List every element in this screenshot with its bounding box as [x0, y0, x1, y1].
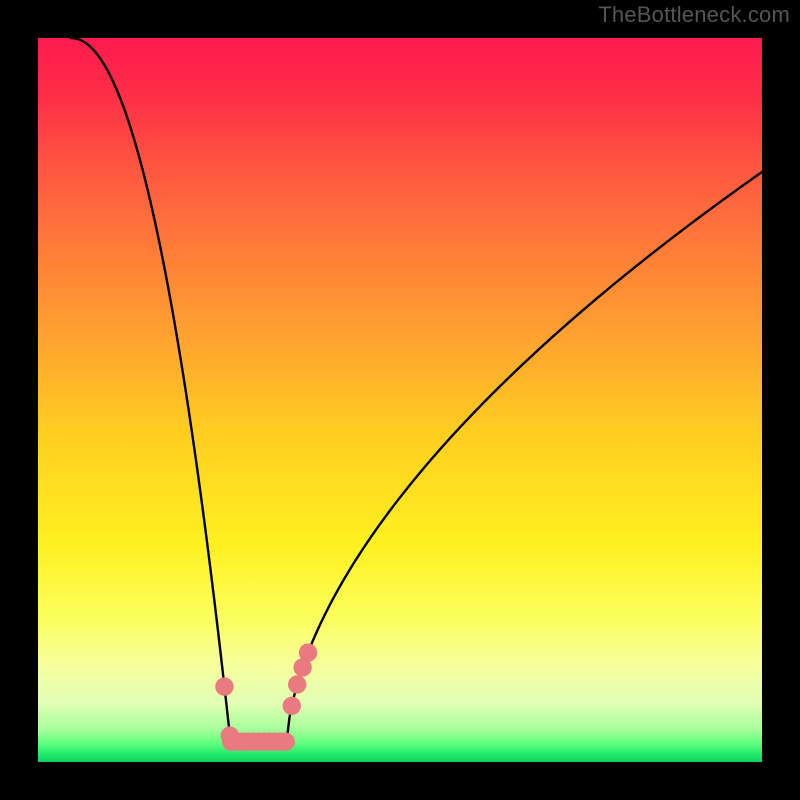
chart-svg	[0, 0, 800, 800]
chart-root: TheBottleneck.com	[0, 0, 800, 800]
watermark: TheBottleneck.com	[598, 2, 790, 28]
